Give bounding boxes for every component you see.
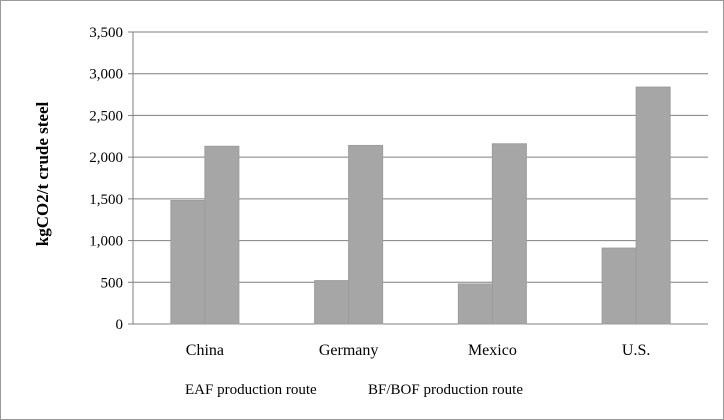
bar-eaf-china bbox=[170, 200, 206, 325]
bar-eaf-us bbox=[601, 247, 637, 325]
x-category-label: China bbox=[186, 342, 224, 359]
x-category-label: U.S. bbox=[622, 342, 650, 359]
y-tick-label: 3,500 bbox=[89, 25, 123, 41]
bar-eaf-mexico bbox=[457, 283, 493, 325]
x-category-labels: China Germany Mexico U.S. bbox=[186, 342, 651, 359]
bar-bfbof-china bbox=[204, 145, 240, 325]
bar-eaf-germany bbox=[314, 280, 350, 325]
y-tick-labels: 0 500 1,000 1,500 2,000 2,500 3,000 3,500 bbox=[89, 25, 123, 333]
y-tick-label: 3,000 bbox=[89, 67, 123, 83]
y-tick-label: 1,500 bbox=[89, 192, 123, 208]
y-tick-label: 2,000 bbox=[89, 150, 123, 166]
bar-bfbof-germany bbox=[348, 144, 384, 325]
y-tick-label: 2,500 bbox=[89, 108, 123, 124]
y-tick-label: 0 bbox=[116, 317, 124, 333]
bar-bfbof-us bbox=[635, 86, 671, 325]
bars bbox=[170, 86, 671, 325]
legend-entry: BF/BOF production route bbox=[368, 382, 523, 398]
x-category-label: Germany bbox=[319, 342, 379, 359]
y-tick-label: 1,000 bbox=[89, 234, 123, 250]
y-tick-label: 500 bbox=[101, 275, 124, 291]
y-axis-label: kgCO2/t crude steel bbox=[33, 101, 52, 246]
bar-bfbof-mexico bbox=[491, 143, 527, 325]
x-category-label: Mexico bbox=[468, 342, 517, 359]
legend: EAF production route BF/BOF production ro… bbox=[185, 382, 523, 398]
legend-entry: EAF production route bbox=[185, 382, 317, 398]
